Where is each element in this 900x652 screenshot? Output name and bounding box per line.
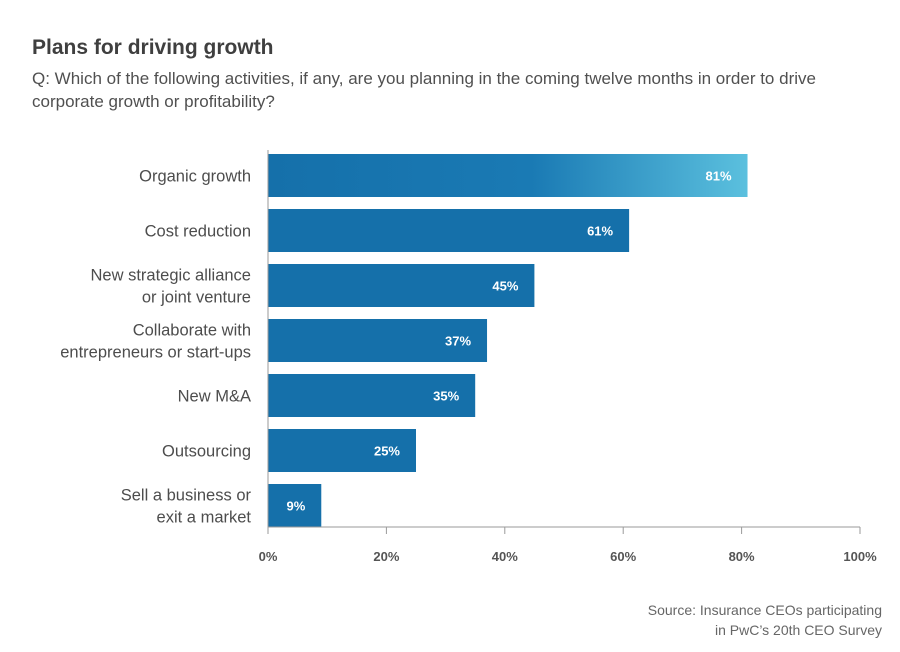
chart-title: Plans for driving growth [32, 36, 274, 59]
category-labels-group: Organic growth Cost reduction New strategi… [60, 168, 251, 527]
x-tick-label: 20% [373, 549, 399, 564]
x-tick-label: 0% [259, 549, 278, 564]
category-label: Collaborate with entrepreneurs or start-u… [60, 322, 251, 362]
value-label: 37% [445, 334, 471, 349]
value-label: 45% [492, 279, 518, 294]
category-label: Outsourcing [162, 443, 251, 461]
bar [268, 484, 322, 527]
category-label: Sell a business or exit a market [121, 487, 252, 527]
bar-chart: 81% 61% 45% 37% 35% 25% 9% Organic growth Cost … [60, 150, 877, 564]
value-label: 35% [433, 389, 459, 404]
bar [268, 264, 535, 307]
category-label: Cost reduction [145, 223, 251, 241]
value-label: 9% [286, 499, 305, 514]
bar [268, 154, 748, 197]
value-label: 25% [374, 444, 400, 459]
x-tick-label: 40% [492, 549, 518, 564]
bar [268, 374, 476, 417]
bars-group: 81% 61% 45% 37% 35% 25% 9% [268, 154, 748, 527]
source-note: Source: Insurance CEOs participating in … [647, 602, 882, 638]
bar [268, 429, 416, 472]
value-label: 81% [705, 169, 731, 184]
category-label: Organic growth [139, 168, 251, 186]
x-tick-label: 100% [843, 549, 877, 564]
x-tick-label: 80% [729, 549, 755, 564]
value-label: 61% [587, 224, 613, 239]
x-tick-label: 60% [610, 549, 636, 564]
category-label: New M&A [178, 388, 251, 406]
bar [268, 209, 630, 252]
x-axis: 0% 20% 40% 60% 80% 100% [259, 150, 877, 564]
chart-subtitle: Q: Which of the following activities, if… [32, 69, 816, 111]
bar [268, 319, 488, 362]
category-label: New strategic alliance or joint venture [91, 267, 252, 307]
